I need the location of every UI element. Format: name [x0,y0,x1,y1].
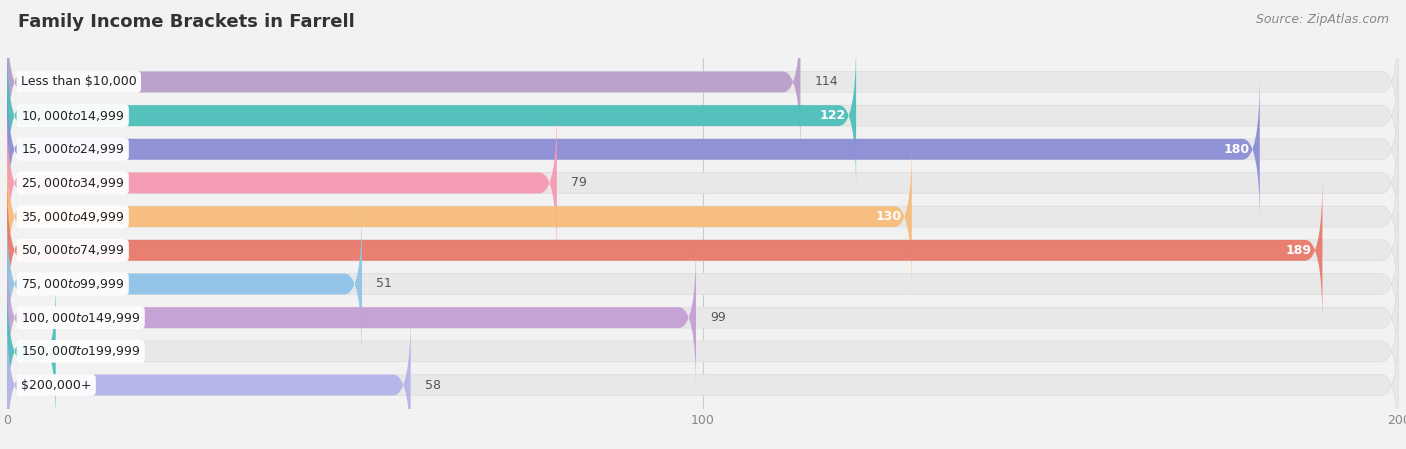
Text: $10,000 to $14,999: $10,000 to $14,999 [21,109,125,123]
Text: 58: 58 [425,379,440,392]
FancyBboxPatch shape [7,42,1399,189]
Text: 51: 51 [375,277,392,291]
FancyBboxPatch shape [7,244,1399,392]
FancyBboxPatch shape [7,143,912,291]
Text: $50,000 to $74,999: $50,000 to $74,999 [21,243,125,257]
Text: $15,000 to $24,999: $15,000 to $24,999 [21,142,125,156]
Text: 180: 180 [1223,143,1250,156]
FancyBboxPatch shape [7,8,1399,156]
Text: 114: 114 [814,75,838,88]
Text: 79: 79 [571,176,586,189]
FancyBboxPatch shape [7,143,1399,291]
FancyBboxPatch shape [7,210,1399,358]
Text: 189: 189 [1286,244,1312,257]
Text: Family Income Brackets in Farrell: Family Income Brackets in Farrell [18,13,356,31]
Text: 99: 99 [710,311,725,324]
FancyBboxPatch shape [7,210,361,358]
FancyBboxPatch shape [7,277,1399,425]
FancyBboxPatch shape [7,109,1399,257]
FancyBboxPatch shape [7,109,557,257]
FancyBboxPatch shape [7,75,1399,223]
FancyBboxPatch shape [7,8,800,156]
FancyBboxPatch shape [7,277,56,425]
FancyBboxPatch shape [7,176,1399,324]
FancyBboxPatch shape [7,42,856,189]
FancyBboxPatch shape [7,311,1399,449]
Text: $150,000 to $199,999: $150,000 to $199,999 [21,344,141,358]
FancyBboxPatch shape [7,244,696,392]
Text: $200,000+: $200,000+ [21,379,91,392]
FancyBboxPatch shape [7,311,411,449]
Text: $25,000 to $34,999: $25,000 to $34,999 [21,176,125,190]
Text: 130: 130 [875,210,901,223]
Text: Less than $10,000: Less than $10,000 [21,75,136,88]
Text: 122: 122 [820,109,845,122]
Text: $100,000 to $149,999: $100,000 to $149,999 [21,311,141,325]
Text: $75,000 to $99,999: $75,000 to $99,999 [21,277,125,291]
FancyBboxPatch shape [7,176,1323,324]
FancyBboxPatch shape [7,75,1260,223]
Text: $35,000 to $49,999: $35,000 to $49,999 [21,210,125,224]
Text: 7: 7 [70,345,77,358]
Text: Source: ZipAtlas.com: Source: ZipAtlas.com [1256,13,1389,26]
